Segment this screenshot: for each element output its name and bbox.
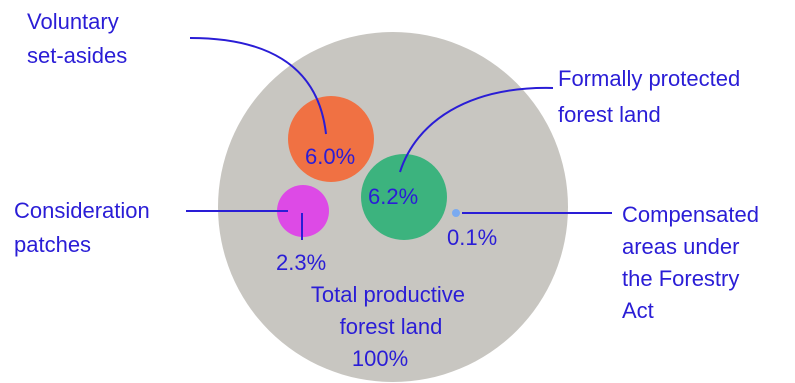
voluntary-set-asides-circle bbox=[288, 96, 374, 182]
compensated-areas-label-line-3: the Forestry bbox=[622, 266, 739, 291]
compensated-areas-label: Compensated areas under the Forestry Act bbox=[622, 202, 765, 323]
total-productive-label-line-2: forest land bbox=[340, 314, 443, 339]
formally-protected-value: 6.2% bbox=[368, 184, 418, 209]
voluntary-set-asides-label-line-1: Voluntary bbox=[27, 9, 119, 34]
voluntary-set-asides-value: 6.0% bbox=[305, 144, 355, 169]
consideration-patches-label-line-2: patches bbox=[14, 232, 91, 257]
consideration-patches-value: 2.3% bbox=[276, 250, 326, 275]
compensated-areas-label-line-2: areas under bbox=[622, 234, 739, 259]
total-productive-value: 100% bbox=[352, 346, 408, 371]
consideration-patches-label: Consideration patches bbox=[14, 198, 156, 257]
compensated-areas-circle bbox=[452, 209, 460, 217]
voluntary-set-asides-label: Voluntary set-asides bbox=[27, 9, 127, 68]
formally-protected-circle bbox=[361, 154, 447, 240]
formally-protected-label-line-2: forest land bbox=[558, 102, 661, 127]
compensated-areas-label-line-4: Act bbox=[622, 298, 654, 323]
formally-protected-label-line-1: Formally protected bbox=[558, 66, 740, 91]
formally-protected-leader bbox=[399, 86, 554, 173]
formally-protected-label: Formally protected forest land bbox=[558, 66, 746, 127]
total-productive-label: Total productive forest land bbox=[311, 282, 471, 339]
consideration-patches-circle bbox=[277, 185, 329, 237]
voluntary-set-asides-label-line-2: set-asides bbox=[27, 43, 127, 68]
consideration-patches-label-line-1: Consideration bbox=[14, 198, 150, 223]
compensated-areas-label-line-1: Compensated bbox=[622, 202, 759, 227]
total-productive-label-line-1: Total productive bbox=[311, 282, 465, 307]
compensated-areas-value: 0.1% bbox=[447, 225, 497, 250]
voluntary-set-asides-leader bbox=[189, 37, 327, 135]
